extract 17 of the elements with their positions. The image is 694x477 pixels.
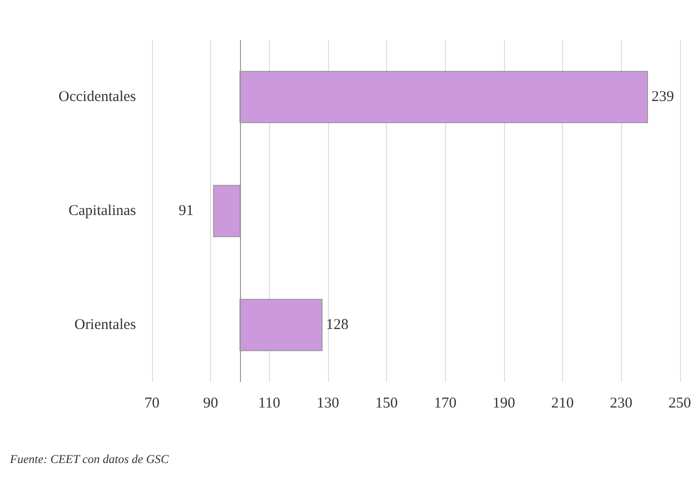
y-tick-label: Capitalinas (68, 203, 136, 219)
y-tick-label: Orientales (74, 317, 136, 333)
data-label: 239 (652, 89, 674, 105)
source-note: Fuente: CEET con datos de GSC (9, 452, 170, 466)
data-label: 91 (178, 203, 194, 219)
x-tick-label: 110 (258, 396, 280, 412)
x-tick-label: 230 (610, 396, 632, 412)
x-tick-label: 190 (492, 396, 516, 412)
x-tick-label: 70 (144, 396, 160, 412)
y-tick-label: Occidentales (58, 89, 136, 105)
x-tick-label: 170 (434, 396, 456, 412)
x-tick-label: 130 (316, 396, 340, 412)
x-tick-label: 150 (375, 396, 398, 412)
x-tick-label: 90 (203, 396, 218, 412)
data-label: 128 (326, 317, 349, 333)
x-tick-label: 250 (668, 396, 691, 412)
x-tick-label: 210 (551, 396, 574, 412)
